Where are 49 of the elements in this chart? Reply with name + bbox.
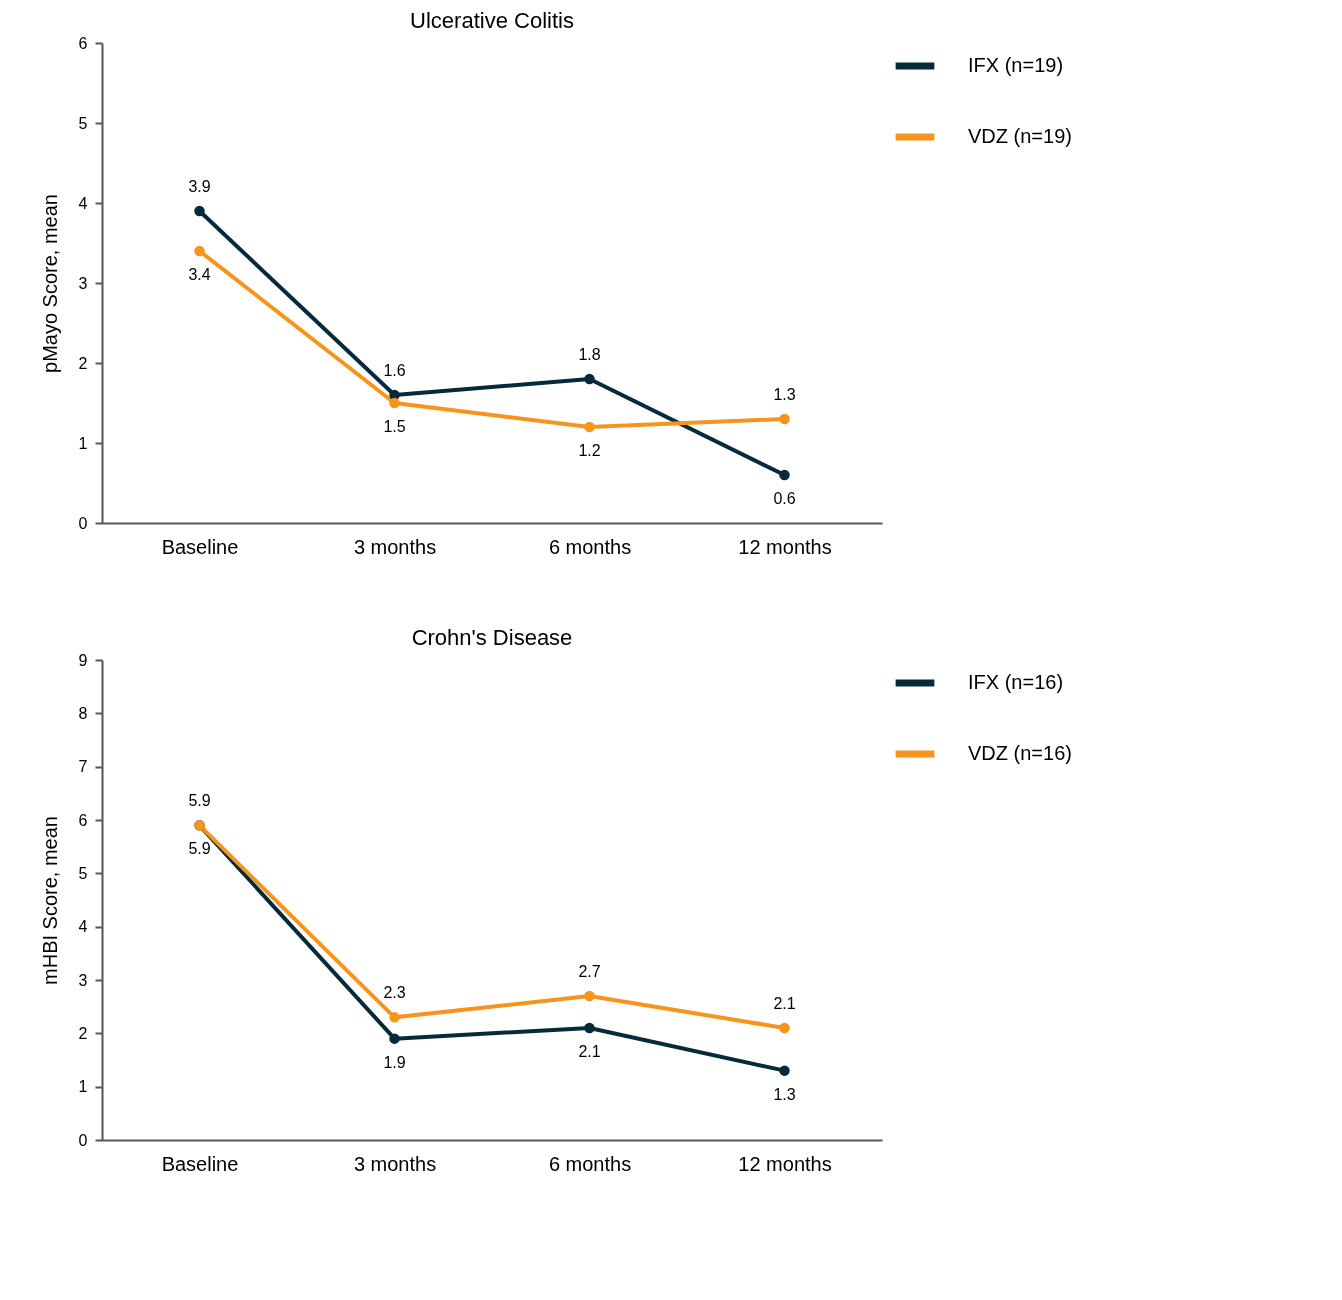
y-tick-label: 2 [78, 354, 88, 372]
legend-label: IFX (n=19) [968, 54, 1064, 76]
y-tick-label: 7 [78, 758, 88, 776]
data-label: 1.8 [578, 346, 601, 363]
x-tick-label: 3 months [353, 535, 437, 558]
data-label: 1.3 [773, 386, 796, 403]
x-tick-label: 6 months [548, 1152, 632, 1175]
data-label: 0.6 [773, 490, 796, 507]
legend-label: IFX (n=16) [968, 671, 1064, 693]
x-tick-label: Baseline [161, 1152, 239, 1175]
data-label: 2.7 [578, 963, 601, 980]
y-tick-label: 0 [78, 1131, 88, 1149]
y-tick-label: 5 [78, 114, 88, 132]
y-tick-label: 0 [78, 514, 88, 532]
y-tick-label: 2 [78, 1024, 88, 1042]
x-tick-label: 3 months [353, 1152, 437, 1175]
y-tick-label: 1 [78, 434, 88, 452]
data-label: 1.6 [383, 362, 406, 379]
y-tick-label: 3 [78, 274, 88, 292]
data-label: 1.2 [578, 442, 601, 459]
y-tick-label: 4 [78, 918, 88, 936]
y-tick-label: 8 [78, 704, 88, 722]
data-label: 5.9 [188, 840, 211, 858]
legend-label: VDZ (n=16) [968, 742, 1072, 764]
legend-label: VDZ (n=19) [968, 125, 1072, 147]
y-axis-title: pMayo Score, mean [38, 194, 61, 373]
x-tick-label: Baseline [161, 535, 239, 558]
data-label: 5.9 [188, 792, 211, 810]
data-label: 1.3 [773, 1085, 796, 1103]
data-label: 1.5 [383, 418, 406, 435]
y-tick-label: 1 [78, 1078, 88, 1096]
x-tick-label: 12 months [738, 535, 832, 558]
y-tick-label: 3 [78, 971, 88, 989]
y-tick-label: 9 [78, 651, 88, 669]
data-label: 2.3 [383, 984, 406, 1002]
y-tick-label: 6 [78, 34, 88, 52]
x-tick-label: 12 months [738, 1152, 832, 1175]
x-tick-label: 6 months [548, 535, 632, 558]
y-tick-label: 6 [78, 811, 88, 829]
y-tick-label: 5 [78, 864, 88, 882]
chart-title: Ulcerative Colitis [410, 8, 574, 33]
y-axis-title: mHBI Score, mean [38, 816, 61, 985]
chart-title: Crohn's Disease [411, 625, 573, 650]
data-label: 2.1 [773, 995, 796, 1012]
data-label: 3.4 [188, 266, 211, 283]
data-label: 1.9 [383, 1053, 406, 1071]
y-tick-label: 4 [78, 194, 88, 212]
data-label: 3.9 [188, 178, 211, 195]
data-label: 2.1 [578, 1043, 601, 1060]
